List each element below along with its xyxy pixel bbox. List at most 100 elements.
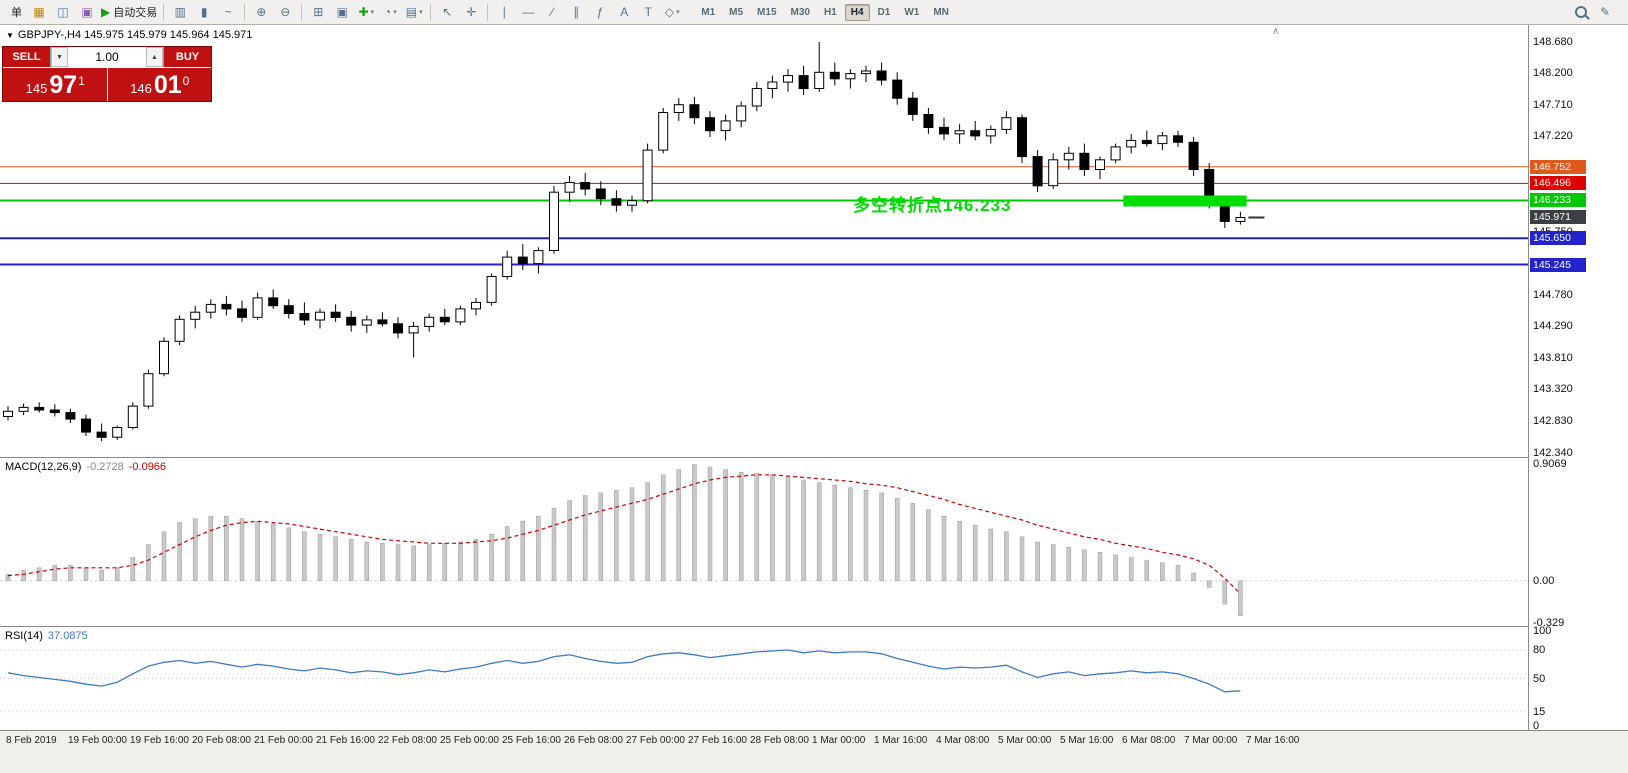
buy-button[interactable]: BUY: [164, 47, 211, 67]
time-axis-label: 1 Mar 00:00: [812, 735, 866, 746]
time-axis-label: 25 Feb 16:00: [502, 735, 561, 746]
line-chart-icon[interactable]: ~: [224, 5, 232, 19]
bar-chart-icon[interactable]: ▥: [174, 5, 186, 19]
timeframe-d1[interactable]: D1: [877, 6, 891, 18]
toolbar: 单 ▦ ◫ ▣ ▶ 自动交易 ▥ ▮ ~ ⊕ ⊖ ⊞ ▣ ✚ ▾ ◔ ▾ ▤ ▾ ↖ ✛ ∣ — ∕ ∥ ƒ A T ◇ ▾ M1 M5 M15…: [0, 0, 1628, 25]
charts-window-icon[interactable]: ▦: [33, 5, 45, 19]
arrows-icon[interactable]: ◇ ▾: [664, 5, 680, 19]
market-watch-icon[interactable]: ◫: [57, 5, 69, 19]
volume-control: ▼ 1.00 ▲: [50, 47, 164, 67]
add-indicator-icon[interactable]: ✚ ▾: [358, 5, 375, 19]
templates-icon[interactable]: ▤ ▾: [405, 5, 423, 19]
rsi-tick: 80: [1533, 644, 1546, 656]
toolbar-separator: [244, 3, 246, 21]
rsi-line: [7, 649, 1241, 693]
buy-price-display[interactable]: 146 01 0: [106, 68, 211, 101]
price-tick: 143.320: [1533, 383, 1573, 396]
zoom-in-icon[interactable]: ⊕: [256, 5, 267, 19]
chevron-down-icon: ▾: [419, 9, 423, 16]
macd-chart-canvas[interactable]: [0, 458, 1528, 626]
time-axis-label: 4 Mar 08:00: [936, 735, 990, 746]
price-level-badge[interactable]: 145.650: [1530, 231, 1586, 246]
rsi-indicator-label: RSI(14) 37.0875: [5, 630, 88, 642]
toolbar-separator: [163, 3, 165, 21]
price-chart-canvas[interactable]: [0, 25, 1528, 458]
time-axis-label: 5 Mar 16:00: [1060, 735, 1114, 746]
macd-signal-line: [7, 474, 1241, 595]
rsi-chart-canvas[interactable]: [0, 627, 1528, 730]
macd-tick: 0.00: [1533, 574, 1555, 587]
edit-icon[interactable]: ✎: [1599, 5, 1611, 19]
sell-price-display[interactable]: 145 97 1: [3, 68, 107, 101]
time-axis-label: 22 Feb 08:00: [378, 735, 437, 746]
time-axis-label: 5 Mar 00:00: [998, 735, 1052, 746]
rsi-value: 37.0875: [47, 630, 88, 642]
vertical-line-icon[interactable]: ∣: [501, 5, 508, 19]
tile-windows-icon[interactable]: ⊞: [313, 5, 324, 19]
current-price-badge: 145.971: [1530, 210, 1586, 225]
timeframe-m15[interactable]: M15: [757, 6, 777, 18]
timeframe-m1[interactable]: M1: [701, 6, 716, 18]
time-axis[interactable]: 8 Feb 2019 19 Feb 00:00 19 Feb 16:00 20 Feb…: [0, 730, 1628, 773]
sell-price-big: 97: [49, 71, 78, 99]
fibonacci-icon[interactable]: ƒ: [596, 5, 604, 19]
volume-increase-button[interactable]: ▲: [146, 47, 163, 67]
new-order-button[interactable]: 单: [11, 7, 22, 19]
macd-value-main: -0.2728: [86, 461, 124, 473]
zoom-out-icon[interactable]: ⊖: [280, 5, 291, 19]
price-tick: 148.200: [1533, 66, 1573, 79]
timeframe-mn[interactable]: MN: [933, 6, 949, 18]
auto-arrange-icon[interactable]: ▣: [336, 5, 348, 19]
price-level-badge[interactable]: 146.752: [1530, 159, 1586, 174]
highlight-zone[interactable]: [1123, 195, 1247, 207]
price-tick: 147.220: [1533, 130, 1573, 143]
rsi-tick: 100: [1533, 625, 1552, 637]
terminal-icon[interactable]: ▣: [81, 5, 93, 19]
trendline-icon[interactable]: ∕: [551, 5, 554, 19]
rsi-tick: 0: [1533, 720, 1540, 732]
macd-indicator-label: MACD(12,26,9) -0.2728 -0.0966: [5, 461, 166, 473]
horizontal-line-icon[interactable]: —: [522, 5, 535, 19]
time-axis-label: 19 Feb 00:00: [68, 735, 127, 746]
time-axis-label: 27 Feb 00:00: [626, 735, 685, 746]
panel-divider-macd[interactable]: [0, 457, 1528, 458]
crosshair-icon[interactable]: ✛: [466, 5, 477, 19]
autotrading-button[interactable]: ▶ 自动交易: [101, 5, 158, 19]
price-level-badge[interactable]: 146.496: [1530, 176, 1586, 191]
price-tick: 148.680: [1533, 35, 1573, 48]
macd-tick: -0.329: [1533, 617, 1565, 630]
volume-decrease-button[interactable]: ▼: [51, 47, 68, 67]
candlestick-chart-icon[interactable]: ▮: [200, 5, 208, 19]
timeframe-h1[interactable]: H1: [823, 6, 837, 18]
price-level-badge[interactable]: 146.233: [1530, 193, 1586, 208]
symbol-info: ▼ GBPJPY-,H4 145.975 145.979 145.964 145…: [6, 29, 252, 41]
toolbar-separator: [430, 3, 432, 21]
timeframe-h4[interactable]: H4: [844, 3, 870, 21]
timeframe-w1[interactable]: W1: [904, 6, 920, 18]
panel-divider-rsi[interactable]: [0, 626, 1528, 627]
cursor-icon[interactable]: ↖: [442, 5, 453, 19]
time-axis-label: 1 Mar 16:00: [874, 735, 928, 746]
search-icon[interactable]: [1570, 1, 1592, 23]
macd-tick: 0.9069: [1533, 457, 1567, 470]
price-tick: 144.780: [1533, 288, 1573, 301]
pivot-annotation: 多空转折点146.233: [853, 196, 1012, 215]
chart-scroll-marker-icon[interactable]: ∧: [1272, 26, 1280, 37]
timeframe-m5[interactable]: M5: [729, 6, 744, 18]
periods-icon[interactable]: ◔ ▾: [383, 5, 397, 19]
buy-price-head: 146: [130, 80, 152, 96]
text-icon[interactable]: A: [620, 5, 629, 19]
buy-price-sup: 0: [182, 74, 190, 88]
toolbar-separator: [487, 3, 489, 21]
time-axis-label: 7 Mar 00:00: [1184, 735, 1238, 746]
price-level-badge[interactable]: 145.245: [1530, 257, 1586, 272]
chevron-down-icon: ▾: [393, 9, 397, 16]
channel-icon[interactable]: ∥: [573, 5, 580, 19]
sell-button[interactable]: SELL: [3, 47, 50, 67]
time-axis-label: 27 Feb 16:00: [688, 735, 747, 746]
volume-input[interactable]: 1.00: [95, 50, 119, 64]
price-axis[interactable]: 148.680148.200147.710147.220145.750144.7…: [1529, 0, 1628, 773]
text-label-icon[interactable]: T: [644, 5, 652, 19]
timeframe-m30[interactable]: M30: [790, 6, 810, 18]
